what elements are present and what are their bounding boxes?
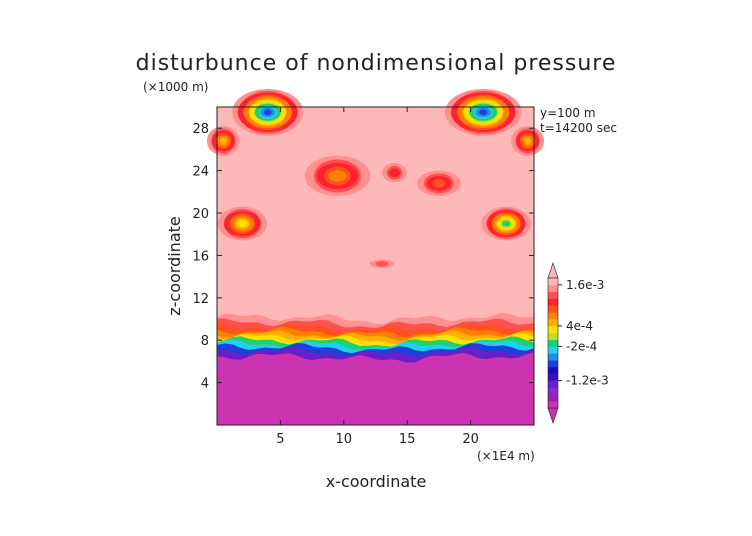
z-scale-label: (×1000 m) bbox=[143, 80, 208, 94]
colorbar-swatch-18 bbox=[548, 278, 558, 286]
colorbar-swatch-15 bbox=[548, 298, 558, 306]
contour-blob-4-level-5 bbox=[328, 170, 347, 182]
x-tick-label-3: 20 bbox=[462, 432, 479, 447]
colorbar-swatch-16 bbox=[548, 291, 558, 299]
plot-frame bbox=[216, 106, 535, 426]
contour-blob-5-level-4 bbox=[432, 178, 446, 188]
contour-blob-3-level-9 bbox=[501, 220, 511, 227]
y-tick-label-3: 16 bbox=[192, 249, 209, 264]
colorbar-label-3: -1.2e-3 bbox=[566, 374, 609, 388]
colorbar-min-arrow bbox=[547, 407, 559, 424]
colorbar-swatch-0 bbox=[548, 401, 558, 409]
colorbar-swatch-7 bbox=[548, 353, 558, 361]
x-tick-label-1: 10 bbox=[336, 432, 353, 447]
contour-blob-1-level-12 bbox=[479, 109, 488, 116]
colorbar-swatch-3 bbox=[548, 380, 558, 388]
colorbar-swatch-12 bbox=[548, 319, 558, 327]
colorbar-swatch-11 bbox=[548, 325, 558, 334]
colorbar-swatch-4 bbox=[548, 373, 558, 381]
contour-field bbox=[206, 88, 545, 425]
colorbar-label-0: 1.6e-3 bbox=[566, 278, 604, 292]
y-tick-label-1: 8 bbox=[201, 334, 209, 349]
y-tick-label-0: 4 bbox=[201, 377, 209, 392]
x-tick-label-0: 5 bbox=[276, 432, 284, 447]
colorbar-swatch-17 bbox=[548, 284, 558, 292]
y-tick-label-2: 12 bbox=[192, 292, 209, 307]
contour-blob-2-level-7 bbox=[237, 220, 248, 228]
contour-band-10 bbox=[217, 352, 534, 425]
colorbar-swatch-13 bbox=[548, 312, 558, 320]
colorbar-max-arrow bbox=[547, 262, 559, 279]
annotation-time: t=14200 sec bbox=[540, 121, 617, 135]
colorbar-swatch-1 bbox=[548, 394, 558, 402]
colorbar-swatch-9 bbox=[548, 339, 558, 347]
contour-blob-7-level-6 bbox=[219, 137, 227, 145]
y-axis-label: z-coordinate bbox=[165, 216, 184, 316]
colorbar-swatch-2 bbox=[548, 387, 558, 395]
colorbar-frame bbox=[547, 277, 559, 409]
contour-blob-6-level-3 bbox=[389, 168, 400, 177]
x-tick-label-2: 15 bbox=[399, 432, 416, 447]
y-tick-label-5: 24 bbox=[192, 165, 209, 180]
colorbar-swatch-6 bbox=[548, 360, 558, 368]
contour-blob-9-level-2 bbox=[375, 261, 389, 267]
y-tick-label-6: 28 bbox=[192, 122, 209, 137]
colorbar-label-1: 4e-4 bbox=[566, 319, 593, 333]
x-axis-label: x-coordinate bbox=[326, 472, 427, 491]
contour-blob-0-level-12 bbox=[263, 109, 272, 116]
colorbar-swatch-10 bbox=[548, 332, 558, 340]
axes: 5 10 15 20 4 8 12 16 20 24 28 bbox=[192, 107, 534, 447]
y-tick-label-4: 20 bbox=[192, 207, 209, 222]
colorbar-label-2: -2e-4 bbox=[566, 339, 597, 353]
colorbar-swatch-5 bbox=[548, 366, 558, 375]
colorbar: 1.6e-3 4e-4 -2e-4 -1.2e-3 bbox=[547, 262, 609, 424]
chart-title: disturbunce of nondimensional pressure bbox=[136, 51, 617, 76]
x-scale-label: (×1E4 m) bbox=[477, 449, 535, 463]
colorbar-swatch-8 bbox=[548, 346, 558, 354]
annotation-y: y=100 m bbox=[540, 106, 596, 120]
contour-blob-8-level-6 bbox=[524, 137, 532, 145]
colorbar-swatch-14 bbox=[548, 305, 558, 313]
